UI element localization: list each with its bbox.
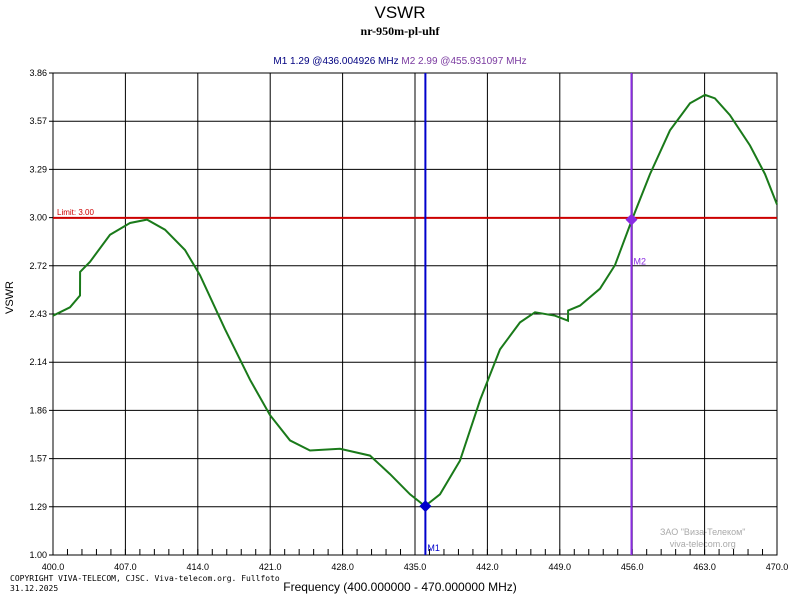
y-tick-label: 3.86: [29, 68, 47, 78]
marker-label-m1: M1: [427, 543, 440, 553]
y-tick-label: 1.29: [29, 502, 47, 512]
marker-diamond-m2: [625, 213, 638, 226]
x-tick-label: 400.0: [42, 562, 65, 572]
watermark-line2: viva-telecom.org: [669, 539, 736, 549]
m2-readout: M2 2.99 @455.931097 MHz: [401, 56, 527, 67]
y-tick-label: 2.43: [29, 309, 47, 319]
x-axis-label: Frequency (400.000000 - 470.000000 MHz): [283, 580, 517, 594]
date-text: 31.12.2025: [10, 584, 59, 593]
y-tick-label: 3.57: [29, 116, 47, 126]
chart-subtitle: nr-950m-pl-uhf: [360, 24, 440, 38]
y-tick-label: 3.00: [29, 213, 47, 223]
x-tick-label: 456.0: [621, 562, 644, 572]
x-tick-label: 407.0: [114, 562, 137, 572]
x-tick-label: 463.0: [693, 562, 716, 572]
plot-frame: [52, 72, 778, 556]
x-tick-label: 421.0: [259, 562, 282, 572]
x-tick-label: 414.0: [187, 562, 210, 572]
y-tick-label: 1.86: [29, 405, 47, 415]
y-tick-label: 2.72: [29, 261, 47, 271]
limit-label: Limit: 3.00: [57, 208, 94, 217]
watermark-line1: ЗАО "Виза-Телеком": [660, 527, 746, 537]
y-tick-label: 3.29: [29, 164, 47, 174]
marker-label-m2: M2: [633, 257, 646, 267]
marker-readout: M1 1.29 @436.004926 MHz M2 2.99 @455.931…: [273, 56, 526, 67]
marker-diamond-m1: [419, 500, 432, 513]
chart-title: VSWR: [374, 3, 426, 22]
vswr-trace: [52, 93, 778, 508]
x-tick-label: 435.0: [404, 562, 427, 572]
x-tick-label: 470.0: [766, 562, 789, 572]
x-tick-label: 428.0: [331, 562, 354, 572]
copyright: COPYRIGHT VIVA-TELECOM, CJSC. Viva-telec…: [10, 574, 280, 594]
m1-readout: M1 1.29 @436.004926 MHz: [273, 56, 399, 67]
x-tick-label: 449.0: [549, 562, 572, 572]
watermark: ЗАО "Виза-Телеком" viva-telecom.org: [660, 526, 745, 550]
y-tick-label: 1.57: [29, 454, 47, 464]
y-tick-label: 1.00: [29, 550, 47, 560]
y-tick-label: 2.14: [29, 357, 47, 367]
x-tick-label: 442.0: [476, 562, 499, 572]
copyright-text: COPYRIGHT VIVA-TELECOM, CJSC. Viva-telec…: [10, 574, 280, 583]
